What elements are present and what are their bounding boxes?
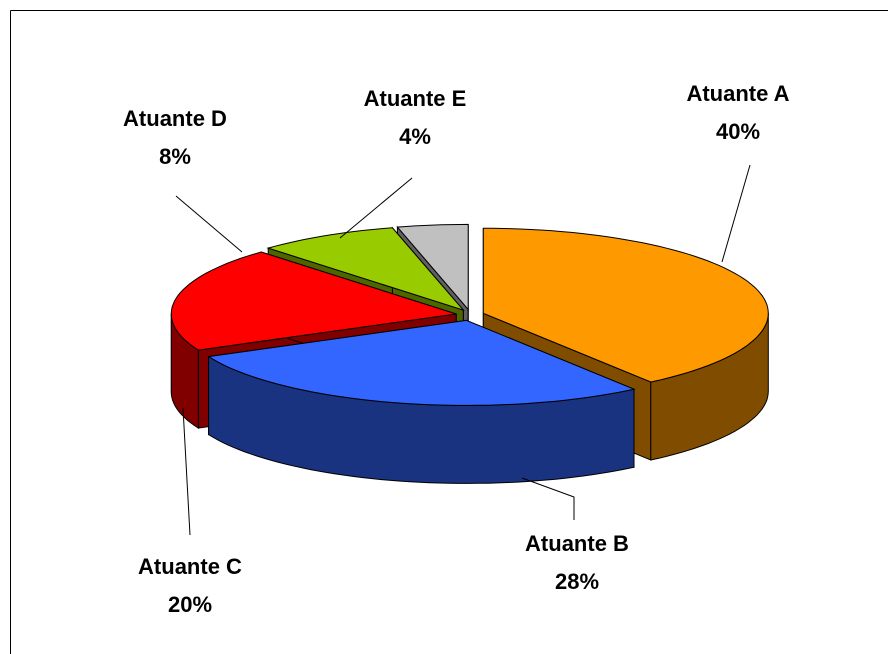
slice	[482, 227, 769, 383]
leader-line	[721, 164, 751, 263]
leader-line	[182, 407, 191, 536]
slice-label: Atuante E	[364, 86, 467, 111]
slice	[266, 227, 465, 312]
slice-label: Atuante D	[123, 106, 227, 131]
leader-line	[521, 477, 575, 520]
slice-label: Atuante A	[686, 81, 789, 106]
slice	[207, 319, 636, 406]
slice	[170, 251, 457, 351]
slice-value-label: 8%	[159, 144, 191, 169]
slice-value-label: 4%	[399, 124, 431, 149]
slice-value-label: 28%	[555, 569, 599, 594]
slice-value-label: 20%	[168, 592, 212, 617]
leader-line	[175, 195, 243, 253]
leader-line	[339, 177, 413, 239]
slice-label: Atuante C	[138, 554, 242, 579]
slice	[396, 223, 469, 311]
slice-value-label: 40%	[716, 119, 760, 144]
slice-label: Atuante B	[525, 531, 629, 556]
